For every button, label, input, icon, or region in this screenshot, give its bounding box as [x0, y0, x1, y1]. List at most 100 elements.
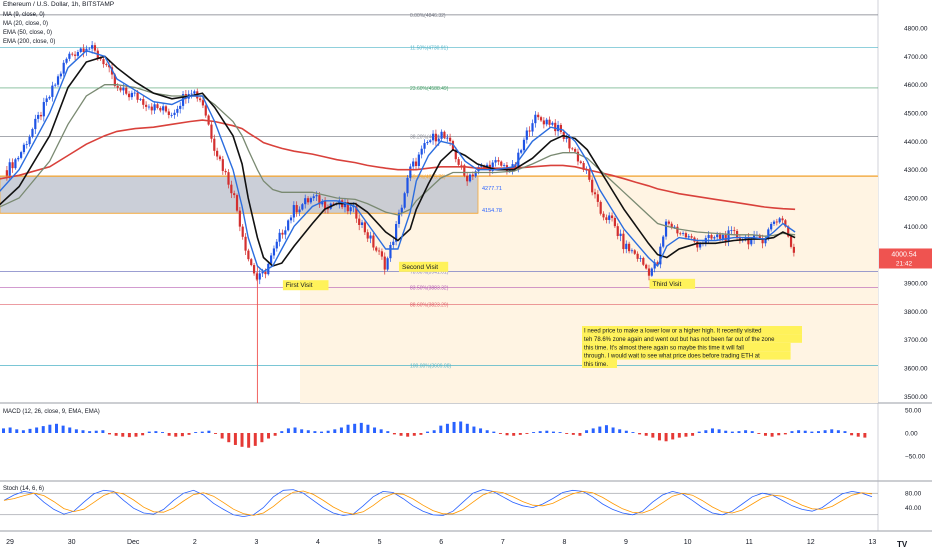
candle-body [579, 161, 582, 163]
candle-body [403, 193, 406, 208]
fib-label-6: 83.50%(3883.32) [410, 286, 449, 292]
candle-body [375, 247, 378, 251]
candle-body [653, 262, 656, 269]
candle-body [437, 138, 440, 142]
note-line-4: this time. [584, 362, 608, 368]
candle-body [440, 131, 443, 139]
candle-body [153, 104, 156, 111]
macd-tick-2: −50.00 [905, 454, 925, 461]
candle-body [576, 151, 580, 162]
candle-body [230, 184, 233, 194]
candle-body [713, 237, 716, 239]
fib-layer: 0.00%(4846.32) 11.50%(4730.91) 23.60%(4588… [0, 13, 878, 369]
candle-body [679, 233, 682, 235]
macd-bar [21, 430, 25, 433]
candle-body [733, 230, 736, 232]
candle-body [25, 144, 28, 145]
legend-ema50[interactable]: EMA (50, close, 0) [3, 30, 53, 36]
macd-label[interactable]: MACD (12, 26, close, 9, EMA, EMA) [3, 409, 100, 415]
candle-body [571, 148, 574, 150]
stoch-label[interactable]: Stoch (14, 6, 6) [3, 486, 45, 492]
macd-bar [333, 429, 337, 433]
candle-body [170, 114, 173, 116]
visit-label-2: Third Visit [652, 281, 681, 288]
candle-body [662, 236, 665, 247]
macd-bar [624, 430, 628, 433]
candle-body [255, 273, 259, 280]
candle-body [147, 106, 151, 108]
macd-bar [472, 426, 476, 433]
candle-body [707, 235, 710, 239]
candle-body [397, 212, 401, 225]
macd-bar [518, 433, 522, 435]
fib-label-3: 38.20%(4416.61) [410, 135, 449, 141]
legend-ma9[interactable]: MA (9, close, 0) [3, 12, 45, 18]
candle-body [502, 165, 506, 166]
macd-bar [439, 425, 443, 433]
macd-bar [856, 433, 860, 437]
candle-body [173, 112, 176, 115]
candle-body [789, 236, 793, 247]
candle-body [213, 138, 216, 151]
note-bg-0 [582, 326, 802, 335]
macd-bar [591, 428, 595, 433]
candle-body [639, 257, 642, 259]
price-tick-10: 3700.00 [904, 337, 928, 344]
legend-ema200[interactable]: EMA (200, close, 0) [3, 39, 56, 45]
candle-body [88, 48, 91, 50]
candle-body [582, 162, 585, 170]
candle-body [548, 119, 551, 125]
macd-bar [485, 430, 489, 433]
candle-body [71, 53, 74, 55]
candle-body [380, 251, 384, 257]
candle-body [591, 179, 594, 193]
macd-bar [386, 431, 390, 433]
candle-body [159, 107, 162, 111]
candle-body [778, 218, 781, 223]
macd-bar [459, 421, 463, 433]
candle-body [48, 96, 51, 99]
macd-bar [260, 433, 264, 443]
candle-body [383, 256, 386, 270]
macd-bar [339, 427, 343, 433]
candle-body [724, 234, 727, 242]
macd-bar [426, 431, 430, 433]
candle-body [198, 98, 202, 101]
annotations-layer: First Visit Second Visit Third Visit I need… [282, 261, 802, 368]
macd-bar [359, 422, 363, 433]
candle-body [59, 73, 62, 77]
macd-bar [240, 433, 244, 447]
macd-bar [710, 428, 714, 433]
candle-body [241, 226, 244, 237]
candle-body [5, 170, 8, 176]
candle-body [386, 258, 389, 270]
candle-body [358, 218, 361, 225]
candle-body [8, 162, 11, 176]
candle-body [39, 114, 43, 117]
macd-bar [74, 429, 78, 433]
macd-bar [823, 430, 827, 433]
candle-body [227, 172, 230, 185]
candle-body [787, 226, 790, 237]
macd-bar [783, 433, 787, 435]
candle-body [122, 87, 125, 91]
candle-body [352, 206, 355, 208]
price-tick-6: 4200.00 [904, 195, 928, 202]
legend-ma20[interactable]: MA (20, close, 0) [3, 21, 49, 27]
candle-body [426, 142, 429, 144]
macd-bar [598, 426, 602, 433]
candle-body [62, 62, 65, 74]
candle-body [710, 235, 713, 239]
macd-bar [406, 433, 410, 437]
macd-bar [127, 433, 131, 438]
macd-bar [565, 433, 569, 434]
macd-bar [644, 433, 648, 436]
candle-body [664, 221, 668, 237]
candle-body [190, 93, 193, 95]
candle-body [360, 222, 364, 225]
macd-bar [724, 430, 728, 433]
macd-bar [55, 423, 58, 433]
candle-body [247, 250, 250, 260]
macd-bar [465, 423, 469, 433]
